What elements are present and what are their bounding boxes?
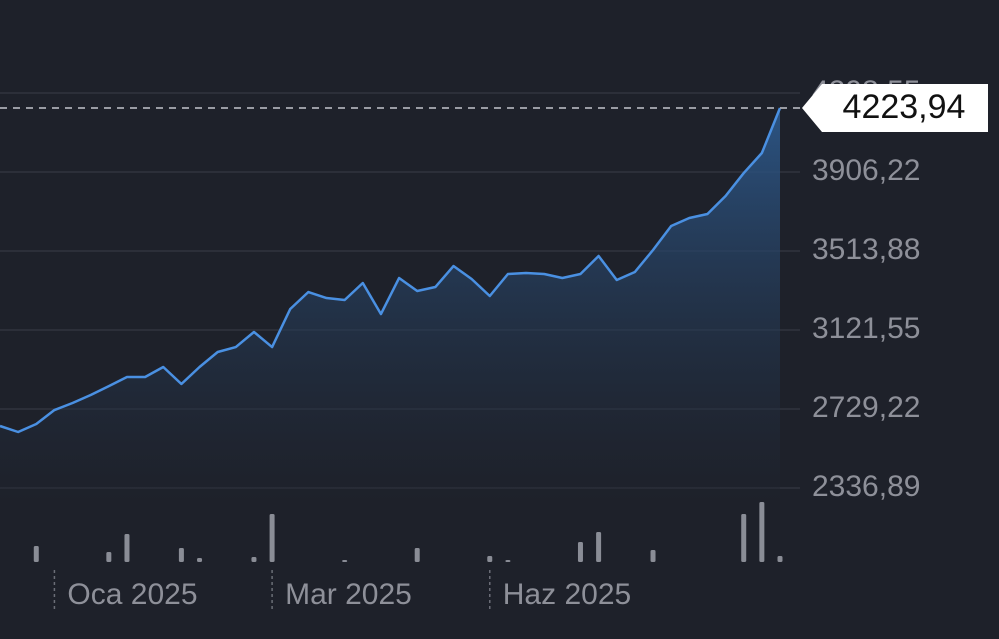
volume-bar	[124, 534, 130, 562]
volume-bar	[251, 557, 257, 562]
current-value-label: 4223,94	[843, 88, 966, 126]
current-value-tag	[802, 84, 988, 133]
x-tick-label: Haz 2025	[503, 578, 631, 611]
y-tick-label: 3906,22	[812, 154, 920, 187]
y-tick-label: 3121,55	[812, 312, 920, 345]
y-tick-label: 2729,22	[812, 391, 920, 424]
volume-bar	[487, 556, 493, 562]
volume-bar	[106, 552, 112, 562]
y-tick-label: 2336,89	[812, 470, 920, 503]
volume-bar	[505, 560, 511, 562]
area-fill	[0, 108, 780, 506]
volume-bar	[269, 514, 275, 562]
volume-bar	[596, 532, 602, 562]
x-tick-label: Mar 2025	[285, 578, 412, 611]
x-tick-label: Oca 2025	[67, 578, 197, 611]
volume-bar	[178, 548, 184, 562]
volume-bar	[197, 558, 203, 562]
y-tick-label: 3513,88	[812, 233, 920, 266]
volume-bar	[414, 548, 420, 562]
volume-bar	[741, 514, 747, 562]
volume-bar	[777, 556, 783, 562]
price-line	[0, 107, 782, 434]
volume-bar	[342, 560, 348, 562]
volume-bar	[577, 542, 583, 562]
volume-bar	[759, 502, 765, 562]
volume-bar	[650, 550, 656, 562]
volume-bar	[33, 546, 39, 562]
